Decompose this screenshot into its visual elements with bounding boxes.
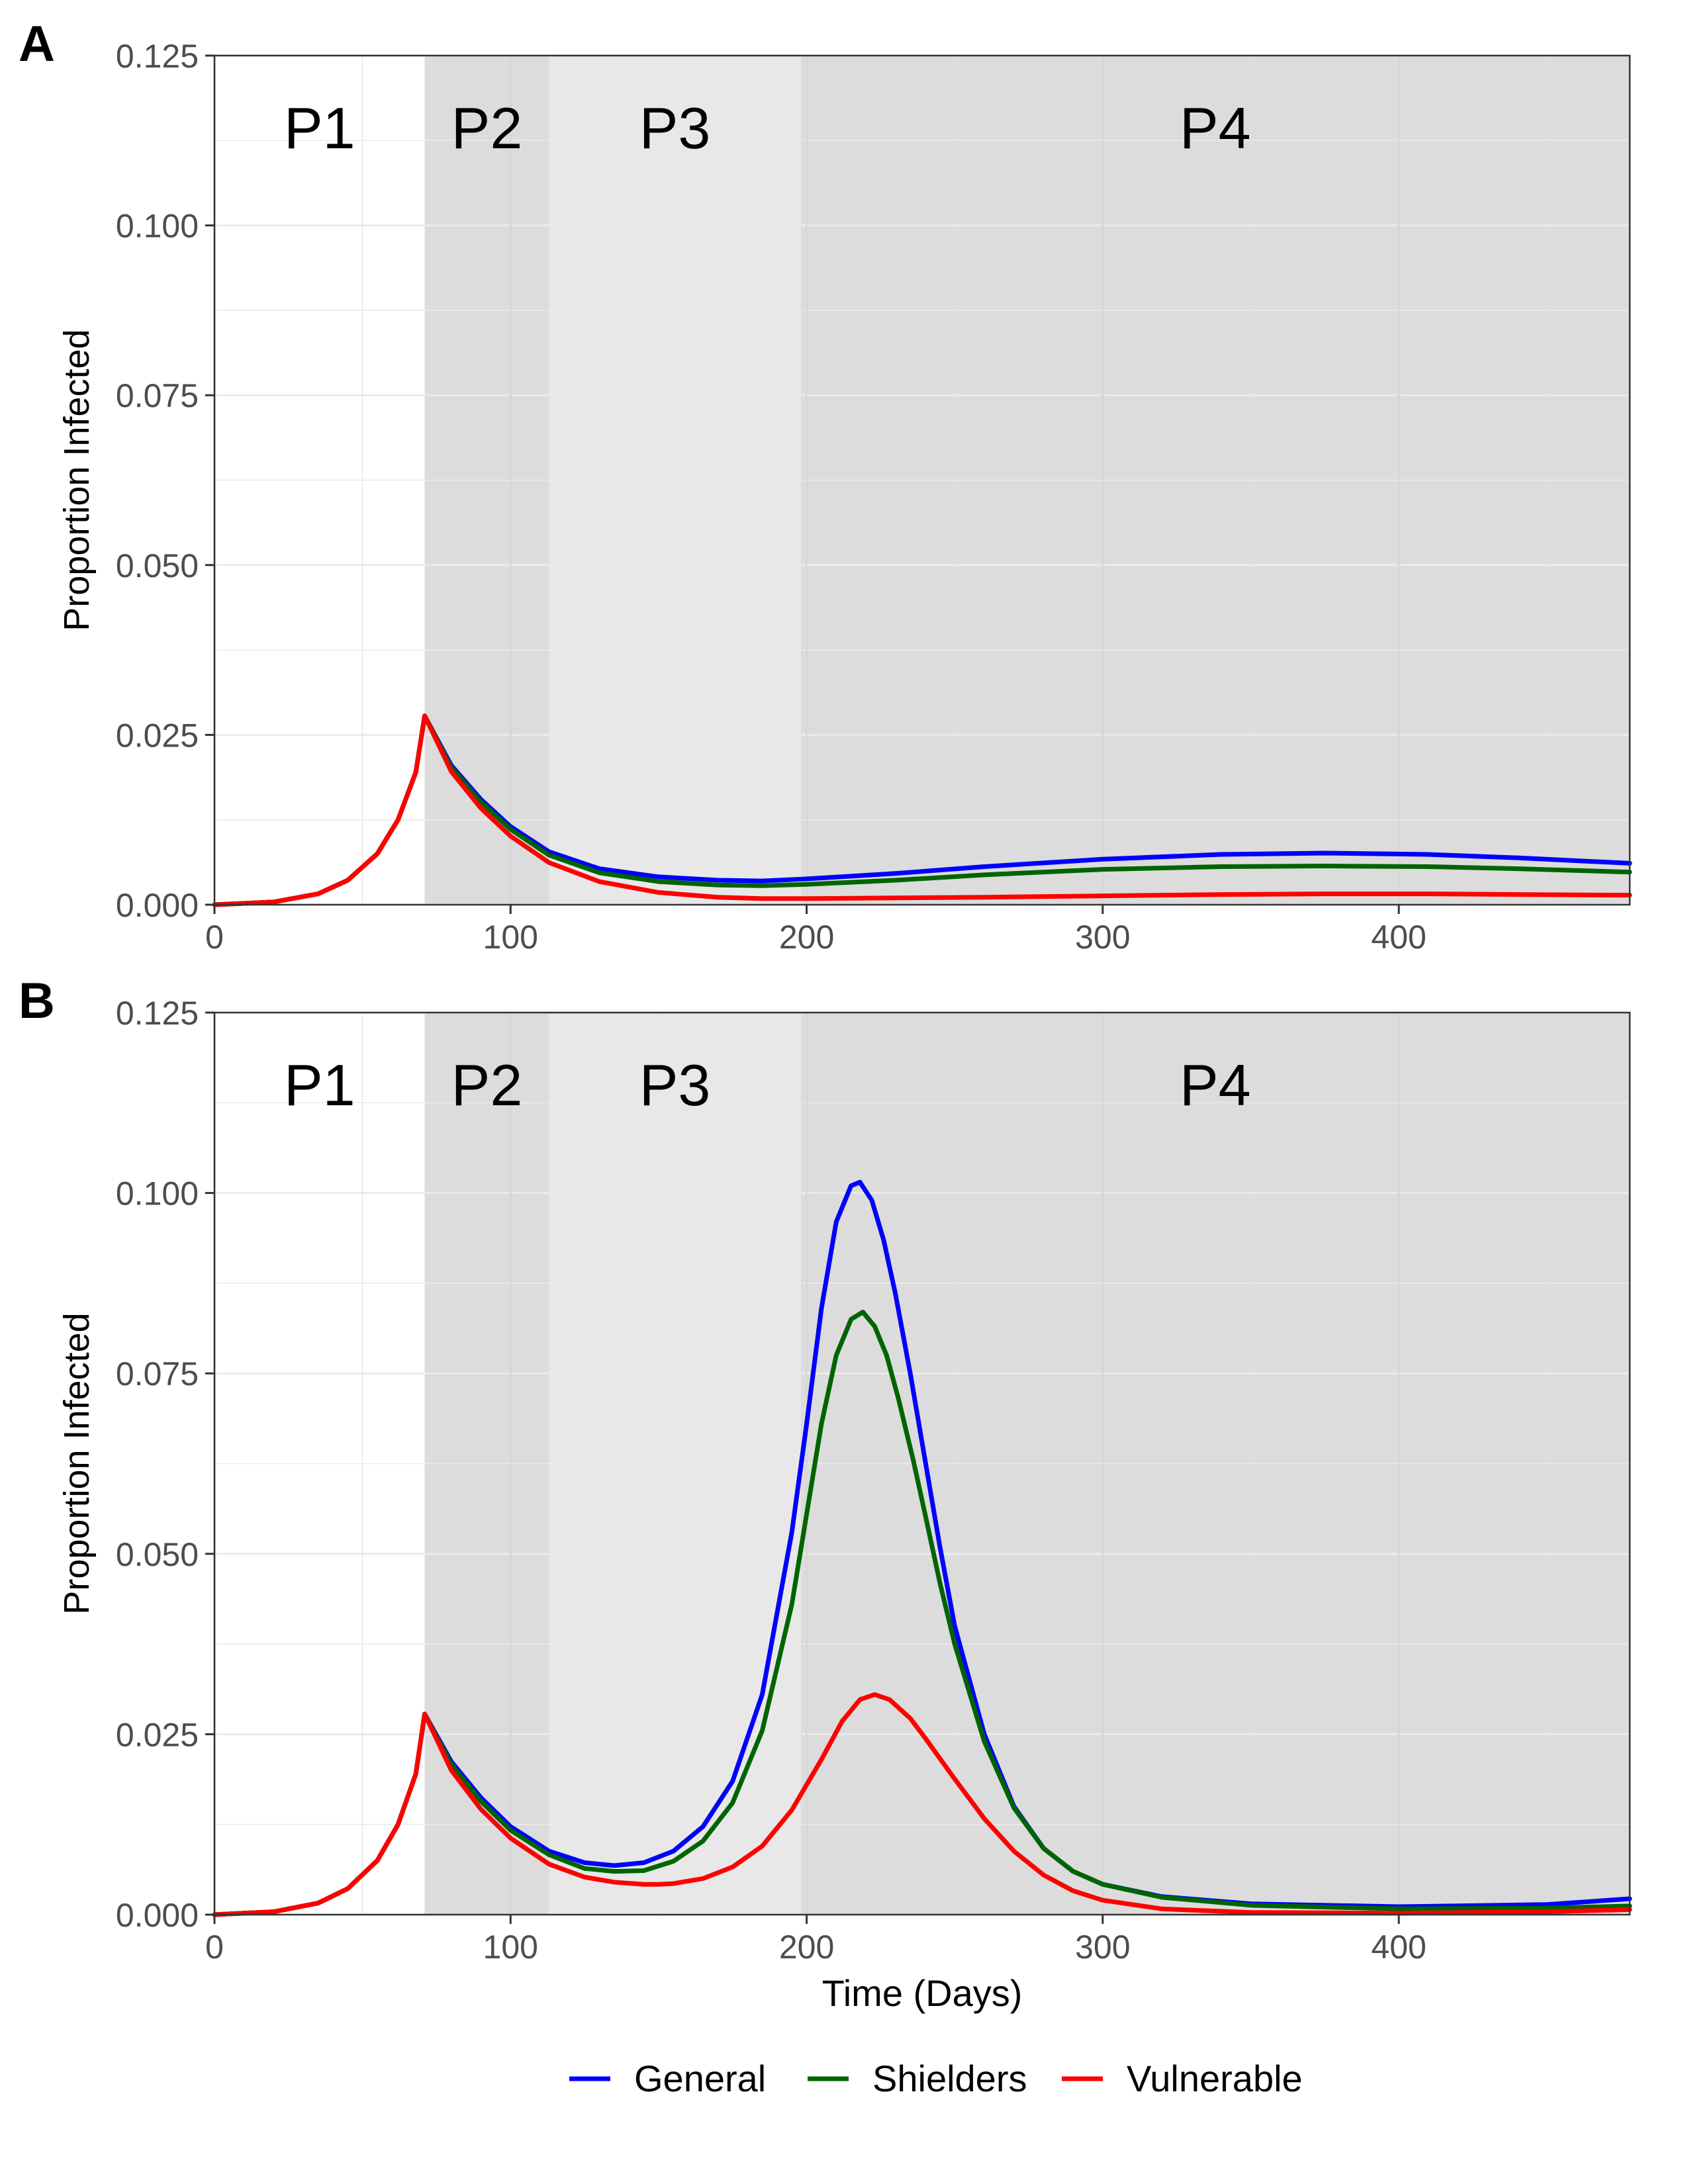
phase-label-p4: P4	[1180, 1052, 1251, 1118]
x-tick-label: 300	[1075, 919, 1130, 956]
x-tick-label: 300	[1075, 1929, 1130, 1966]
y-tick-label: 0.000	[116, 1897, 199, 1934]
series-line-vulnerable	[212, 713, 1632, 907]
legend-label-vulnerable: Vulnerable	[1127, 2058, 1303, 2099]
x-tick-label: 400	[1371, 919, 1426, 956]
phase-label-p1: P1	[284, 1052, 355, 1118]
phase-label-p3: P3	[639, 1052, 711, 1118]
x-tick-label: 100	[483, 1929, 538, 1966]
y-tick-label: 0.025	[116, 1716, 199, 1753]
y-tick-label: 0.075	[116, 1355, 199, 1392]
phase-label-p4: P4	[1180, 95, 1251, 161]
y-tick-label: 0.100	[116, 208, 199, 245]
y-tick-label: 0.000	[116, 887, 199, 924]
x-tick-label: 0	[205, 1929, 224, 1966]
x-tick-label: 100	[483, 919, 538, 956]
x-tick-label: 0	[205, 919, 224, 956]
y-tick-label: 0.125	[116, 38, 199, 75]
y-tick-label: 0.100	[116, 1175, 199, 1212]
y-axis-label: Proportion Infected	[57, 329, 97, 631]
y-tick-label: 0.025	[116, 717, 199, 754]
legend: General Shielders Vulnerable	[569, 2058, 1303, 2099]
x-axis-label: Time (Days)	[822, 1972, 1023, 2014]
y-axis-label: Proportion Infected	[57, 1312, 97, 1614]
panel-label: B	[19, 973, 55, 1029]
panel-border	[213, 54, 1631, 906]
phase-label-p2: P2	[451, 1052, 523, 1118]
series-line-vulnerable	[212, 1692, 1632, 1917]
x-tick-label: 400	[1371, 1929, 1426, 1966]
phase-label-p2: P2	[451, 95, 523, 161]
x-tick-label: 200	[779, 1929, 834, 1966]
panel-border	[213, 1011, 1631, 1916]
y-tick-label: 0.125	[116, 995, 199, 1032]
legend-label-general: General	[634, 2058, 766, 2099]
y-tick-label: 0.050	[116, 1536, 199, 1573]
y-tick-label: 0.075	[116, 377, 199, 414]
y-tick-label: 0.050	[116, 547, 199, 584]
x-tick-label: 200	[779, 919, 834, 956]
phase-label-p3: P3	[639, 95, 711, 161]
legend-label-shielders: Shielders	[872, 2058, 1027, 2099]
phase-label-p1: P1	[284, 95, 355, 161]
panel-b: P1 P2 P3 P4 0.000 0.025 0.050 0.075 0.100 0.125 0 1…	[19, 973, 1632, 2014]
panel-a: P1 P2 P3 P4 0.000 0.025 0.050 0.075 0.100 0.125 0 1…	[19, 16, 1632, 956]
panel-label: A	[19, 16, 55, 72]
